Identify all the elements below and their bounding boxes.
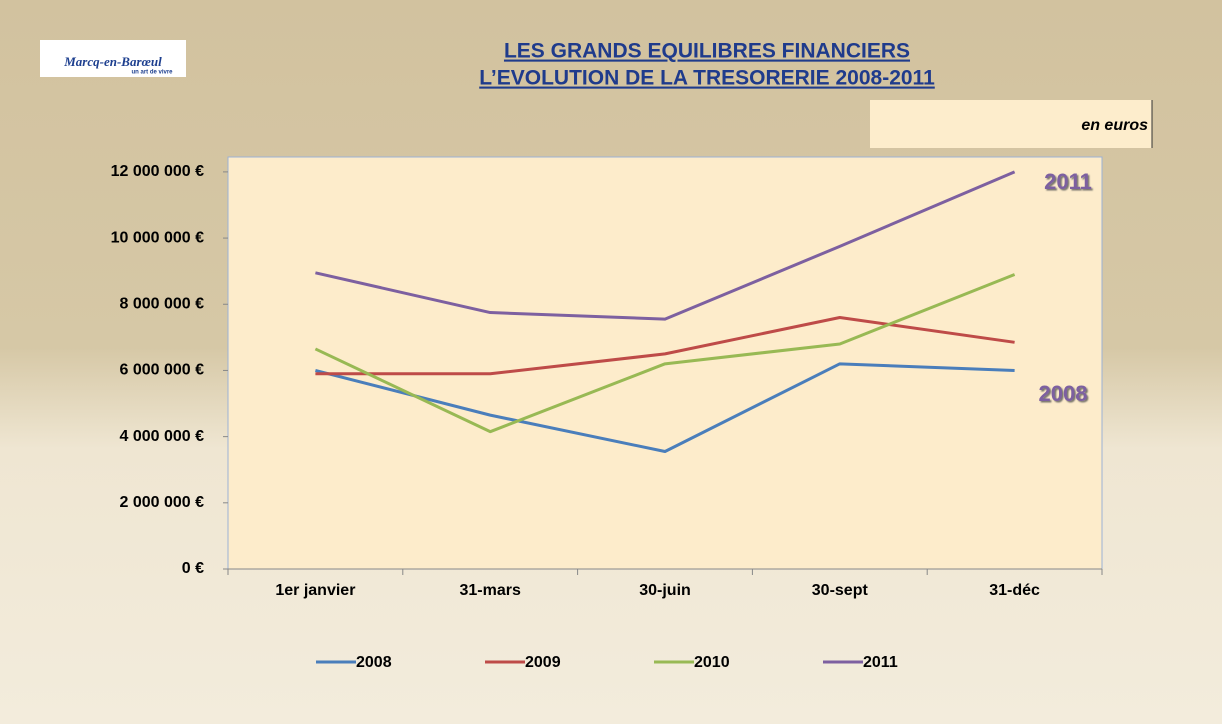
series-line xyxy=(315,362,1015,454)
logo-tagline: un art de vivre xyxy=(131,70,173,76)
legend-label: 2010 xyxy=(694,654,730,671)
chart-title: L’EVOLUTION DE LA TRESORERIE 2008-2011 xyxy=(479,67,935,90)
x-tick-label: 30-juin xyxy=(639,582,691,599)
y-tick-label: 12 000 000 € xyxy=(111,163,205,180)
series-line xyxy=(315,170,1016,321)
y-tick-label: 8 000 000 € xyxy=(119,295,204,312)
x-tick-label: 31-mars xyxy=(460,582,521,599)
legend-label: 2011 xyxy=(863,654,898,671)
chart-title: LES GRANDS EQUILIBRES FINANCIERS xyxy=(504,40,910,63)
y-tick-label: 0 € xyxy=(182,560,204,577)
annotation: 2011 xyxy=(1044,169,1092,194)
unit-note: en euros xyxy=(1081,117,1148,134)
series-line xyxy=(315,315,1015,376)
legend-label: 2009 xyxy=(525,654,561,671)
y-tick-label: 10 000 000 € xyxy=(111,229,205,246)
unit-box xyxy=(870,100,1152,148)
x-tick-label: 1er janvier xyxy=(275,582,355,599)
series-line xyxy=(314,273,1016,434)
x-tick-label: 30-sept xyxy=(812,582,869,599)
logo-name: Marcq-en-Barœul xyxy=(63,54,162,69)
logo-box xyxy=(40,40,186,77)
y-tick-label: 4 000 000 € xyxy=(119,428,204,445)
x-tick-label: 31-déc xyxy=(989,582,1040,599)
y-tick-label: 6 000 000 € xyxy=(119,362,204,379)
annotation: 2008 xyxy=(1039,381,1088,406)
y-tick-label: 2 000 000 € xyxy=(119,494,204,511)
legend-label: 2008 xyxy=(356,654,392,671)
